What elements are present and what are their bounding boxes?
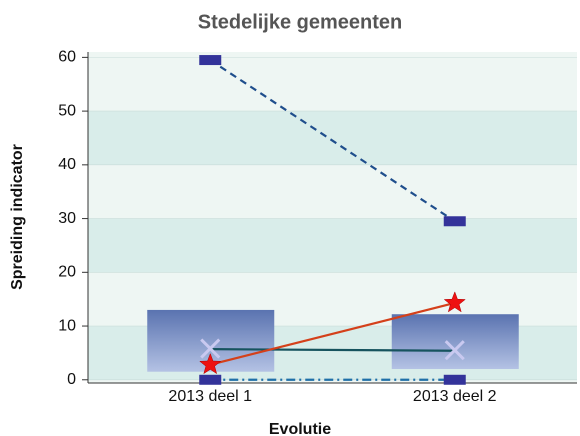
plot-band xyxy=(88,111,577,165)
plot-band xyxy=(88,52,577,112)
marker-x xyxy=(444,340,465,361)
series-line xyxy=(209,301,456,366)
marker-star xyxy=(199,352,222,375)
marker-star xyxy=(443,291,466,313)
marker-x xyxy=(200,338,221,359)
marker-dash xyxy=(443,216,466,227)
x-axis-label: Evolutie xyxy=(269,421,331,436)
series-line xyxy=(210,348,455,352)
series-line xyxy=(209,59,456,223)
x-tick-label: 2013 deel 2 xyxy=(413,388,497,405)
y-tick-label: 0 xyxy=(67,371,76,388)
marker-dash xyxy=(443,374,466,385)
plot-band xyxy=(88,218,577,273)
chart-title: Stedelijke gemeenten xyxy=(198,11,403,33)
y-axis-label: Spreiding indicator xyxy=(9,144,26,290)
marker-dash xyxy=(199,374,222,385)
y-tick-label: 40 xyxy=(58,156,76,173)
plot-band xyxy=(88,164,577,219)
range-box xyxy=(391,314,519,370)
y-tick-label: 60 xyxy=(58,49,76,66)
y-tick-label: 30 xyxy=(58,210,76,227)
y-tick-label: 10 xyxy=(58,317,76,334)
x-tick-label: 2013 deel 1 xyxy=(168,388,252,405)
marker-dash xyxy=(199,55,222,66)
y-tick-label: 50 xyxy=(58,102,76,119)
y-tick-label: 20 xyxy=(58,264,76,281)
